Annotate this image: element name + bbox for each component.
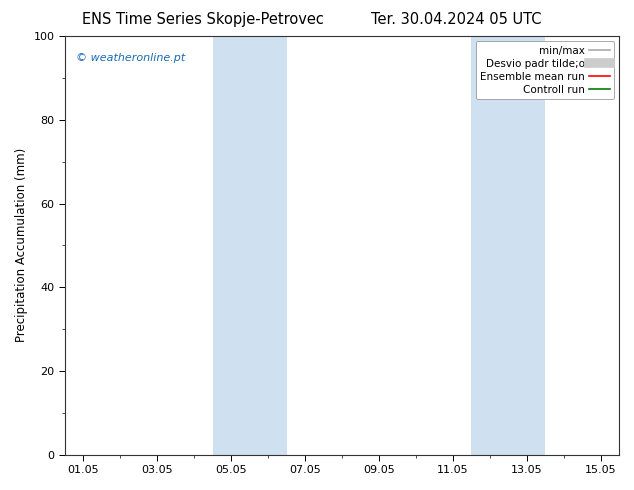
- Legend: min/max, Desvio padr tilde;o, Ensemble mean run, Controll run: min/max, Desvio padr tilde;o, Ensemble m…: [476, 41, 614, 99]
- Text: Ter. 30.04.2024 05 UTC: Ter. 30.04.2024 05 UTC: [372, 12, 541, 27]
- Y-axis label: Precipitation Accumulation (mm): Precipitation Accumulation (mm): [15, 148, 28, 343]
- Text: © weatheronline.pt: © weatheronline.pt: [76, 53, 185, 63]
- Text: ENS Time Series Skopje-Petrovec: ENS Time Series Skopje-Petrovec: [82, 12, 324, 27]
- Bar: [213, 36, 287, 455]
- Bar: [471, 36, 545, 455]
